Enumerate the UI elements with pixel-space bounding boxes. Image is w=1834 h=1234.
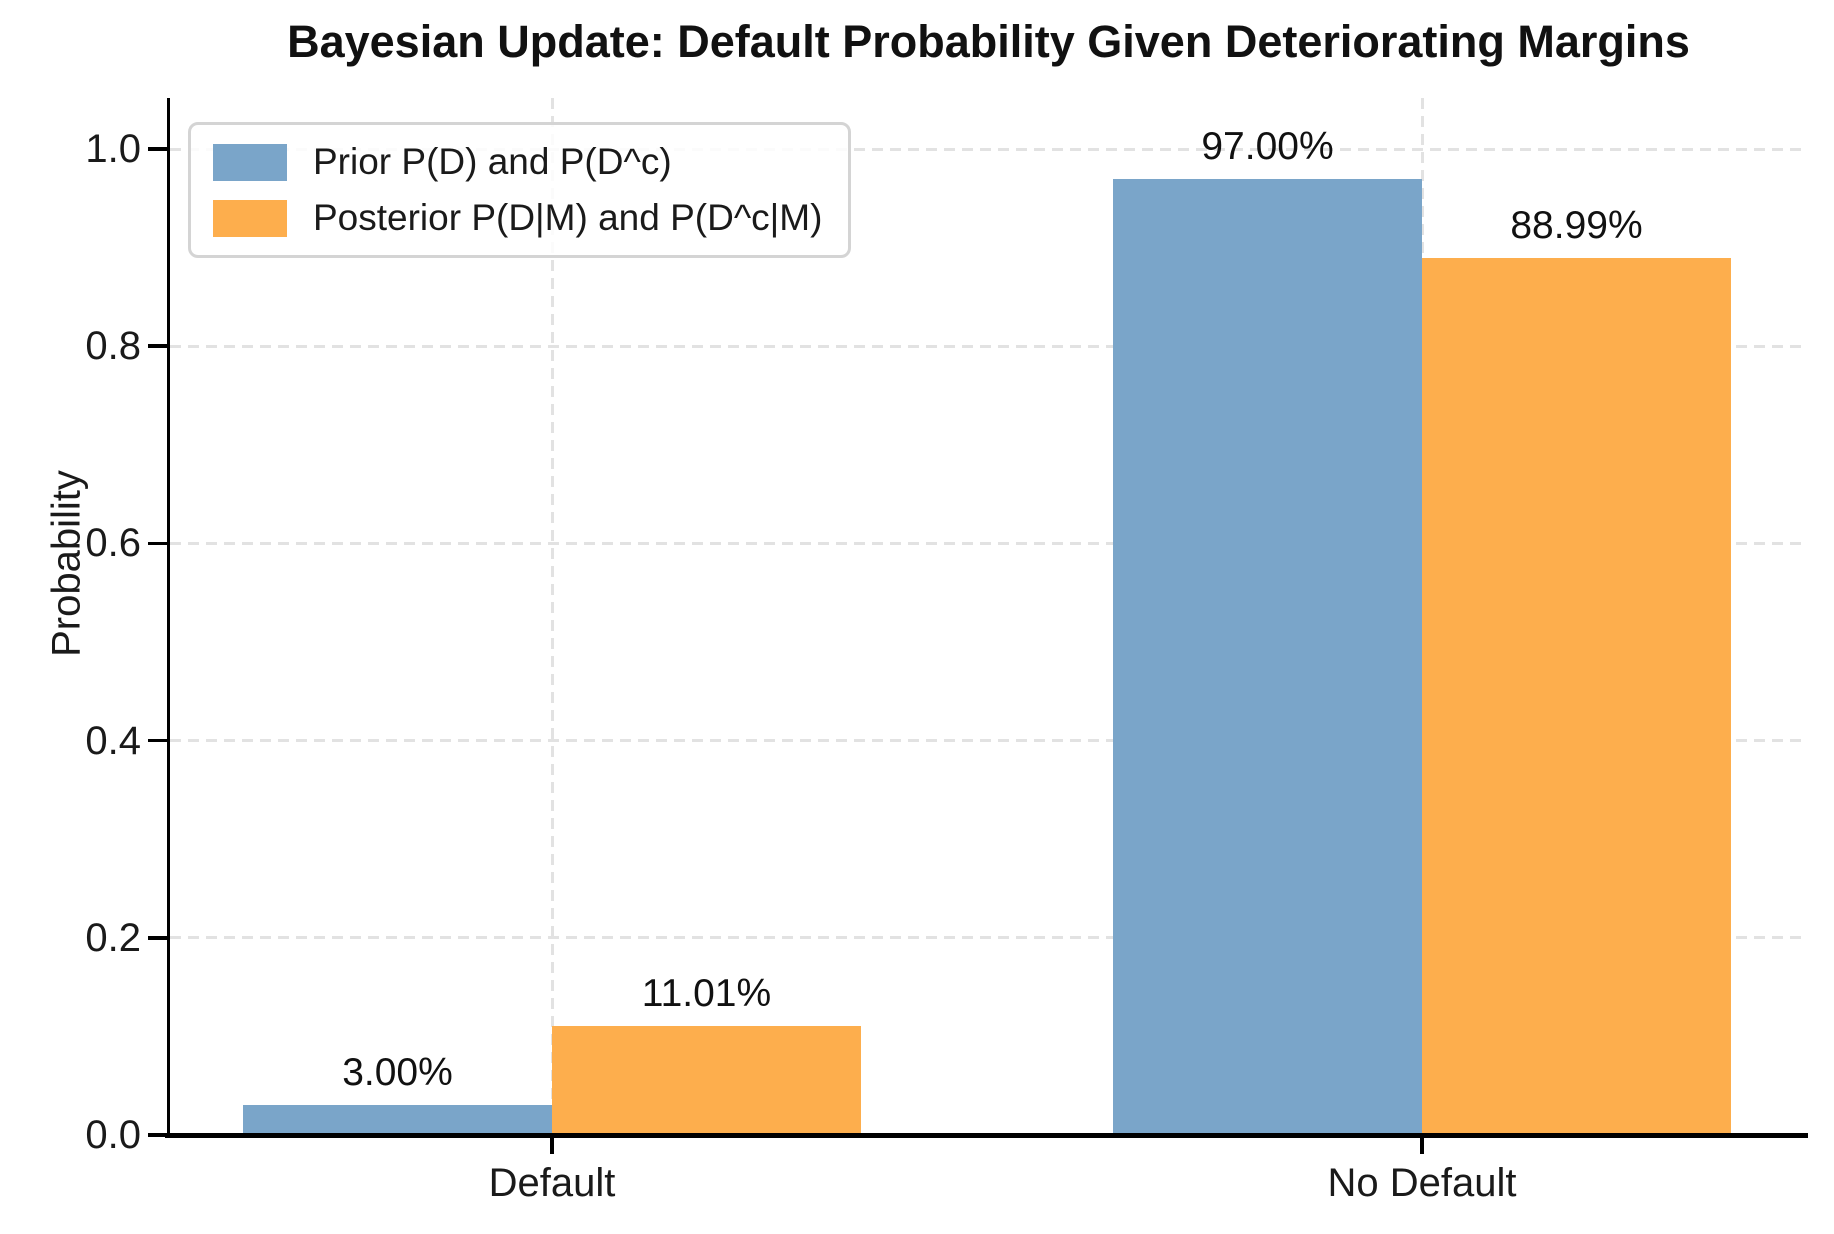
gridline-horizontal: [170, 147, 1807, 151]
y-tick-mark: [148, 147, 167, 151]
gridline-horizontal: [170, 739, 1807, 743]
y-axis-spine: [166, 98, 170, 1135]
bar-prior-0: [243, 1105, 552, 1135]
y-tick-label: 0.8: [85, 324, 141, 369]
legend: Prior P(D) and P(D^c) Posterior P(D|M) an…: [188, 122, 852, 258]
chart-title: Bayesian Update: Default Probability Giv…: [287, 16, 1690, 67]
gridline-horizontal: [170, 541, 1807, 545]
legend-label: Prior P(D) and P(D^c): [313, 141, 672, 182]
y-tick-label: 0.4: [85, 718, 141, 763]
legend-swatch-prior: [213, 143, 287, 181]
gridline-horizontal: [170, 936, 1807, 940]
y-tick-mark: [148, 541, 167, 546]
legend-swatch-posterior: [213, 199, 287, 237]
y-tick-mark: [148, 344, 167, 348]
x-tick-label: Default: [488, 1161, 616, 1205]
y-tick-label: 0.2: [85, 915, 141, 960]
bar-value-label: 97.00%: [1201, 124, 1334, 168]
x-tick-mark: [550, 1137, 554, 1154]
bar-prior-1: [1113, 178, 1422, 1135]
legend-label: Posterior P(D|M) and P(D^c|M): [313, 197, 823, 238]
bar-value-label: 11.01%: [641, 972, 772, 1016]
plot-area: 3.00% 97.00% 11.01% 88.99%: [170, 98, 1807, 1135]
y-tick-label: 0.0: [85, 1113, 141, 1157]
gridline-vertical: [550, 98, 554, 1135]
y-tick-label: 0.6: [85, 521, 141, 566]
x-tick-label: No Default: [1327, 1161, 1517, 1205]
bar-posterior-1: [1422, 257, 1731, 1135]
legend-row-0: Prior P(D) and P(D^c): [213, 141, 822, 183]
x-axis-spine: [165, 1133, 1808, 1138]
gridline-horizontal: [170, 344, 1807, 348]
bar-posterior-0: [552, 1026, 861, 1135]
bar-value-label: 3.00%: [342, 1051, 453, 1095]
x-tick-mark: [1420, 1137, 1424, 1154]
y-tick-label: 1.0: [85, 127, 141, 171]
y-tick-mark: [148, 738, 167, 743]
legend-row-1: Posterior P(D|M) and P(D^c|M): [213, 197, 822, 239]
y-tick-mark: [148, 1133, 167, 1137]
y-tick-mark: [148, 936, 167, 940]
bar-value-label: 88.99%: [1510, 203, 1643, 247]
